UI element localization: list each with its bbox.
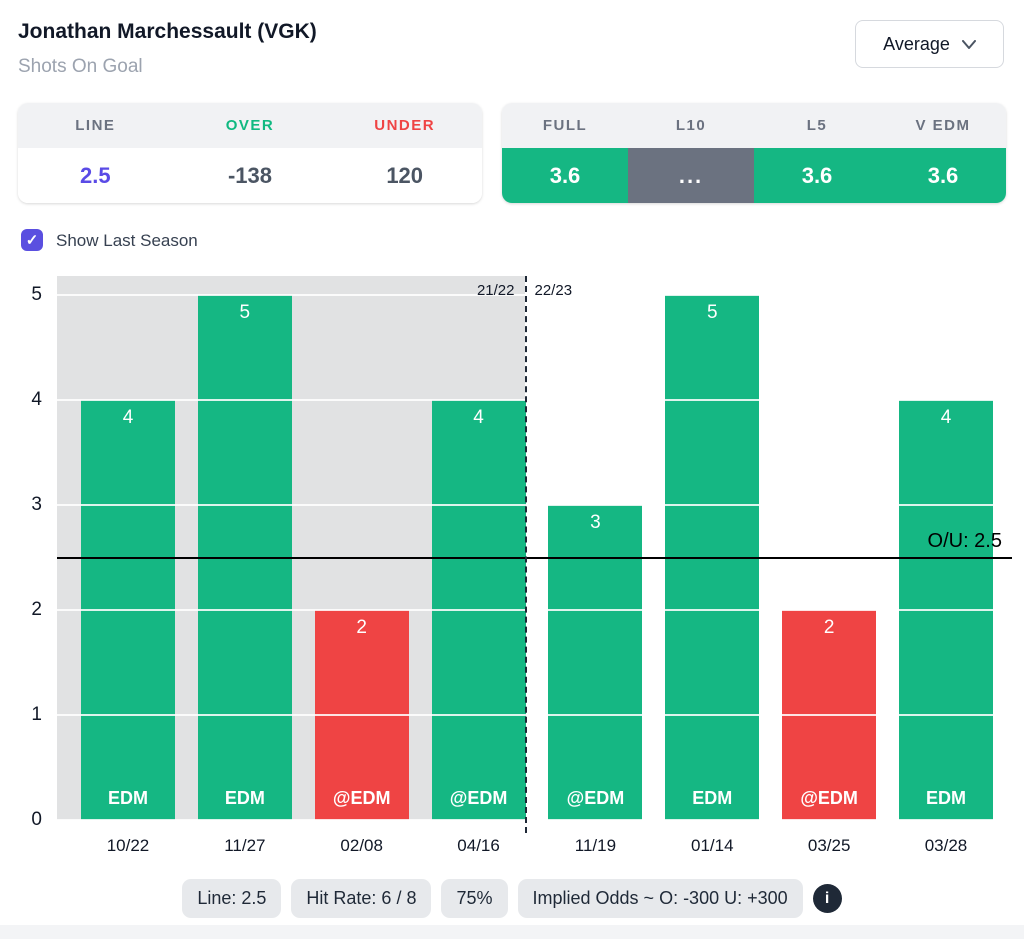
bar-value-label: 5: [706, 302, 718, 323]
bar-value-label: 4: [122, 407, 134, 428]
next-section-edge: [0, 925, 1024, 939]
stat-mode-value: Average: [883, 33, 950, 54]
x-axis-date-label: 03/25: [807, 836, 851, 855]
vs-opp-header: V EDM: [915, 117, 971, 134]
averages-panel: FULL L10 L5 V EDM 3.6 ... 3.6 3.6: [502, 103, 1006, 203]
show-last-season-label: Show Last Season: [56, 231, 198, 250]
bar-opponent-label: EDM: [692, 788, 733, 808]
line-value: 2.5: [18, 148, 173, 203]
gridline: [57, 294, 1012, 296]
bar-opponent-label: EDM: [224, 788, 265, 808]
line-badge: Line: 2.5: [182, 879, 282, 918]
season-split-line: [524, 276, 527, 833]
x-axis-date-label: 04/16: [457, 836, 500, 855]
gridline: [57, 714, 1012, 716]
info-icon[interactable]: i: [812, 884, 842, 913]
l5-header: L5: [806, 117, 828, 134]
implied-odds-badge: Implied Odds ~ O: -300 U: +300: [517, 879, 803, 918]
y-axis-tick-label: 5: [31, 284, 42, 305]
gridline: [57, 504, 1012, 506]
y-axis-tick-label: 0: [31, 809, 42, 830]
under-header: UNDER: [374, 117, 436, 134]
y-axis-tick-label: 2: [31, 599, 42, 620]
x-axis-date-label: 11/27: [224, 836, 266, 855]
bar-value-label: 2: [823, 617, 835, 638]
bar-opponent-label: @EDM: [332, 788, 391, 808]
bar[interactable]: 3 @EDM: [548, 505, 643, 820]
over-header: OVER: [225, 117, 275, 134]
vs-opp-average-value: 3.6: [880, 148, 1006, 203]
left-season-label: 21/22: [476, 282, 515, 299]
over-odds-value: -138: [172, 148, 328, 203]
full-average-value: 3.6: [502, 148, 628, 203]
y-axis-tick-label: 3: [31, 494, 42, 515]
x-axis-date-label: 10/22: [106, 836, 150, 855]
bar-value-label: 3: [590, 512, 601, 533]
bar-opponent-label: EDM: [925, 788, 966, 808]
averages-panel-values: 3.6 ... 3.6 3.6: [502, 148, 1006, 203]
summary-badges: Line: 2.5 Hit Rate: 6 / 8 75% Implied Od…: [0, 879, 1024, 918]
x-axis-date-label: 01/14: [691, 836, 734, 855]
bar-opponent-label: @EDM: [800, 788, 858, 808]
y-axis-tick-label: 4: [31, 389, 42, 410]
chevron-down-icon: [961, 39, 976, 49]
bar-opponent-label: @EDM: [566, 788, 625, 808]
bar-value-label: 4: [473, 407, 484, 428]
full-header: FULL: [542, 117, 588, 134]
gridline: [57, 399, 1012, 401]
odds-panel-header: LINE OVER UNDER: [18, 103, 482, 148]
gridline: [57, 609, 1012, 611]
odds-panel-values: 2.5 -138 120: [18, 148, 482, 203]
l10-header: L10: [675, 117, 707, 134]
shots-bar-chart: 4 EDM 10/22 5 EDM 11/27 2 @EDM 02/08 4 @EDM 04/16 3 @…: [31, 276, 1012, 855]
x-axis-date-label: 03/28: [924, 836, 968, 855]
stat-subtitle: Shots On Goal: [18, 56, 143, 77]
averages-panel-header: FULL L10 L5 V EDM: [502, 103, 1006, 148]
bar-value-label: 4: [940, 407, 952, 428]
show-last-season-checkbox[interactable]: ✓: [21, 229, 43, 251]
under-odds-value: 120: [327, 148, 482, 203]
x-axis-date-label: 11/19: [574, 836, 617, 855]
y-axis-tick-label: 1: [31, 704, 42, 725]
bar-opponent-label: @EDM: [449, 788, 508, 808]
gridline: [57, 819, 1012, 821]
checkmark-icon: ✓: [25, 231, 39, 249]
odds-panel: LINE OVER UNDER 2.5 -138 120: [18, 103, 482, 203]
bar-opponent-label: EDM: [108, 788, 148, 808]
page-title: Jonathan Marchessault (VGK): [18, 20, 317, 43]
bar-value-label: 5: [239, 302, 251, 323]
x-axis-date-label: 02/08: [340, 836, 383, 855]
l5-average-value: 3.6: [754, 148, 880, 203]
line-header: LINE: [75, 117, 116, 134]
l10-average-value: ...: [628, 148, 754, 203]
right-season-label: 22/23: [534, 282, 573, 299]
stat-mode-dropdown[interactable]: Average: [855, 20, 1004, 68]
over-under-label: O/U: 2.5: [927, 529, 1002, 552]
bar-value-label: 2: [356, 617, 367, 638]
hit-percent-badge: 75%: [441, 879, 508, 918]
over-under-line: [57, 556, 1012, 559]
hit-rate-badge: Hit Rate: 6 / 8: [291, 879, 432, 918]
